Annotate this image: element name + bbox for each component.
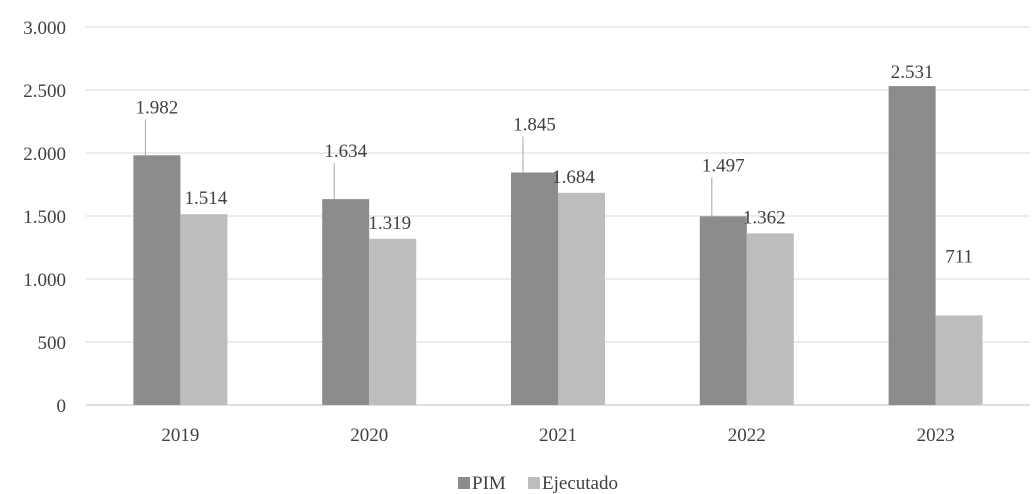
data-label-pim-2019: 1.982 [136, 97, 179, 118]
legend-label-ejecutado: Ejecutado [542, 473, 618, 494]
y-tick-label: 1.500 [23, 207, 66, 228]
bar-pim-2022 [699, 216, 747, 405]
bar-ejecutado-2019 [180, 214, 228, 405]
data-label-ejecutado-2020: 1.319 [368, 213, 411, 234]
bar-pim-2023 [888, 86, 936, 406]
label-leader-lines [144, 119, 713, 217]
y-tick-label: 2.000 [23, 144, 66, 165]
y-tick-label: 3.000 [23, 18, 66, 39]
data-label-pim-2021: 1.845 [513, 115, 556, 136]
data-label-ejecutado-2022: 1.362 [743, 207, 786, 228]
legend-label-pim: PIM [472, 473, 506, 494]
y-axis: 0 500 1.000 1.500 2.000 2.500 3.000 [23, 18, 66, 417]
data-label-pim-2020: 1.634 [324, 141, 367, 162]
bar-ejecutado-2021 [558, 192, 605, 405]
data-label-ejecutado-2019: 1.514 [185, 188, 228, 209]
bar-ejecutado-2022 [746, 233, 794, 405]
data-labels: 1.982 1.514 1.634 1.319 1.845 1.684 1.497 1.362… [136, 62, 973, 267]
y-tick-label: 0 [57, 396, 67, 417]
data-label-ejecutado-2021: 1.684 [552, 167, 595, 188]
bar-ejecutado-2023 [935, 315, 983, 405]
x-tick-label: 2022 [728, 425, 766, 446]
y-tick-label: 500 [38, 333, 67, 354]
bars [133, 86, 983, 406]
x-tick-label: 2020 [350, 425, 388, 446]
y-tick-label: 1.000 [23, 270, 66, 291]
legend-swatch-pim [458, 477, 470, 489]
x-tick-label: 2023 [917, 425, 955, 446]
x-tick-label: 2021 [539, 425, 577, 446]
legend: PIM Ejecutado [458, 473, 618, 494]
bar-ejecutado-2020 [369, 238, 417, 405]
x-tick-label: 2019 [161, 425, 199, 446]
data-label-pim-2022: 1.497 [702, 155, 745, 176]
x-axis: 2019 2020 2021 2022 2023 [161, 425, 954, 446]
legend-swatch-ejecutado [528, 477, 540, 489]
bar-pim-2020 [322, 199, 370, 405]
y-tick-label: 2.500 [23, 81, 66, 102]
data-label-pim-2023: 2.531 [891, 62, 934, 83]
bar-pim-2019 [133, 155, 181, 405]
data-label-ejecutado-2023: 711 [945, 246, 973, 267]
bar-pim-2021 [511, 172, 558, 405]
